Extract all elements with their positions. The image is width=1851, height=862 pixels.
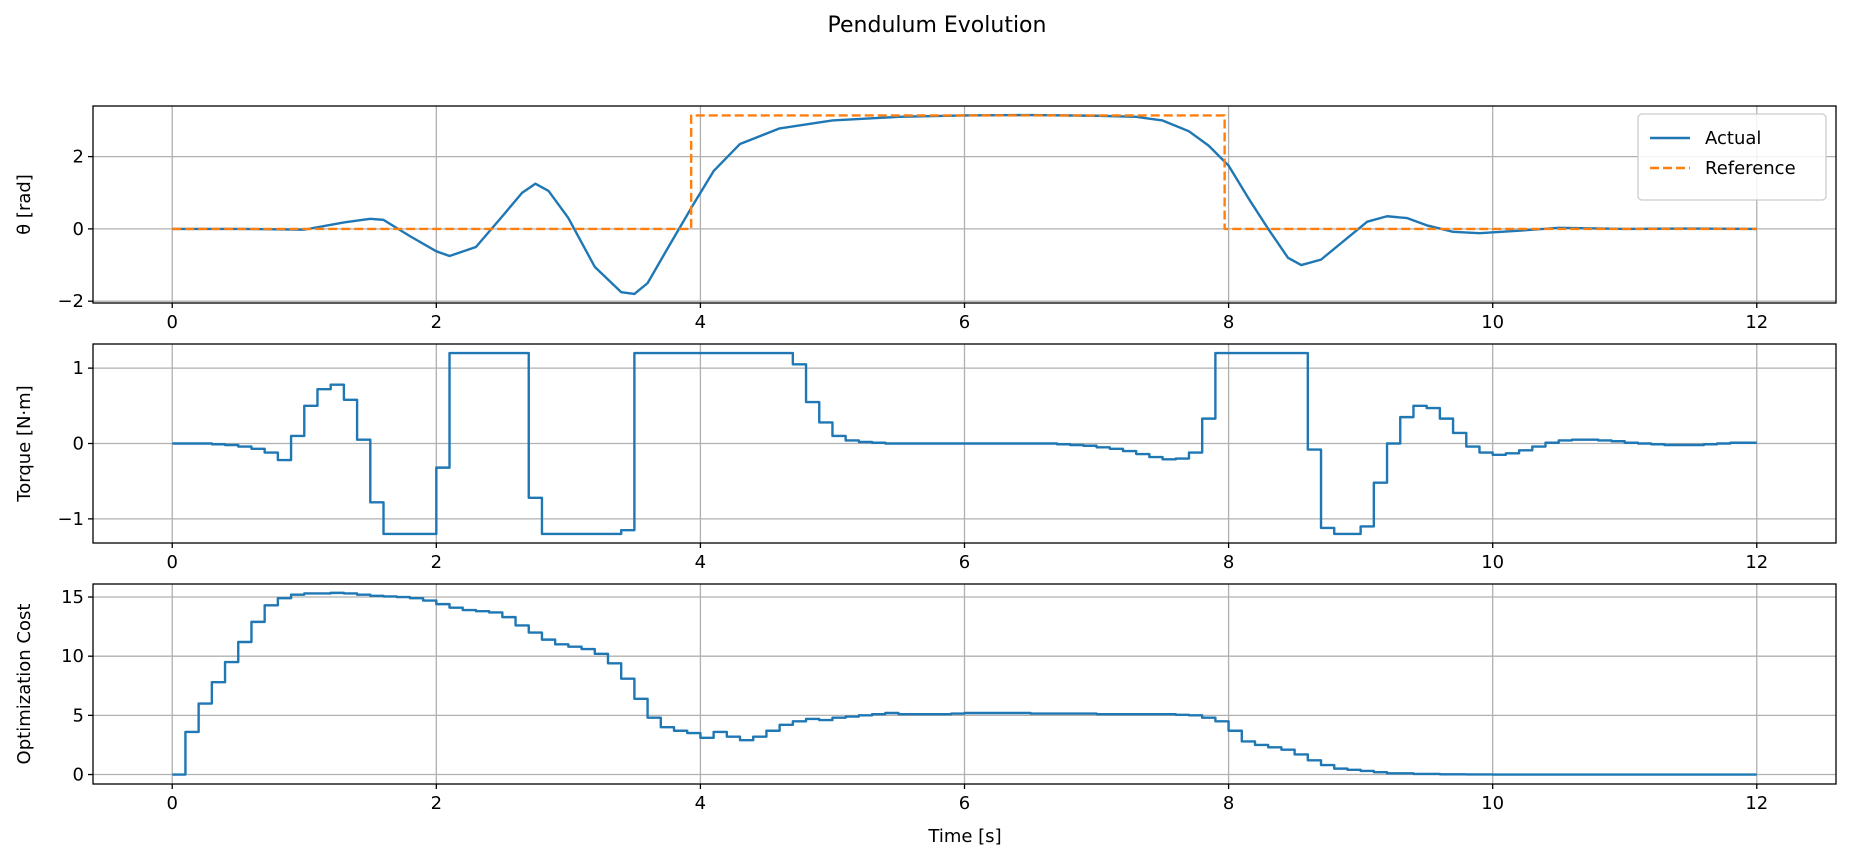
x-tick-label: 6 [959, 552, 970, 573]
x-tick-label: 12 [1745, 312, 1768, 333]
x-tick-label: 12 [1745, 552, 1768, 573]
x-tick-label: 4 [695, 793, 706, 814]
x-tick-label: 6 [959, 312, 970, 333]
x-tick-label: 10 [1481, 793, 1504, 814]
y-tick-label: −2 [57, 291, 84, 312]
x-tick-label: 0 [167, 552, 178, 573]
y-axis-label: θ [rad] [14, 174, 35, 235]
x-tick-label: 4 [695, 552, 706, 573]
y-tick-label: 10 [61, 646, 84, 667]
y-tick-label: 15 [61, 587, 84, 608]
legend-label-reference: Reference [1705, 158, 1796, 179]
figure-title: Pendulum Evolution [828, 13, 1047, 38]
x-tick-label: 0 [167, 793, 178, 814]
x-tick-label: 0 [167, 312, 178, 333]
legend: Actual Reference [1637, 113, 1827, 201]
series-line-reference [172, 114, 1757, 231]
y-axis-label: Optimization Cost [14, 604, 35, 765]
series-line-actual [172, 113, 1757, 296]
x-tick-label: 8 [1223, 793, 1234, 814]
y-tick-label: 1 [73, 358, 84, 379]
x-tick-label: 4 [695, 312, 706, 333]
y-tick-label: 0 [73, 765, 84, 786]
x-tick-label: 10 [1481, 312, 1504, 333]
cost-panel: 0 2 4 6 8 10 12 0 5 10 15 Optimization Cost Time [s] [14, 583, 1837, 847]
legend-box [1637, 113, 1827, 201]
x-tick-label: 12 [1745, 793, 1768, 814]
x-tick-label: 8 [1223, 552, 1234, 573]
y-tick-label: 0 [73, 434, 84, 455]
y-tick-label: 0 [73, 219, 84, 240]
y-tick-label: −1 [57, 509, 84, 530]
y-tick-label: 5 [73, 705, 84, 726]
y-axis-label: Torque [N·m] [14, 385, 35, 502]
x-tick-label: 2 [431, 793, 442, 814]
x-axis-label: Time [s] [927, 826, 1001, 847]
series-line [172, 351, 1757, 536]
x-tick-label: 6 [959, 793, 970, 814]
x-tick-label: 2 [431, 312, 442, 333]
legend-label-actual: Actual [1705, 128, 1761, 149]
theta-panel: 0 2 4 6 8 10 12 −2 0 2 θ [rad] Actual Reference [14, 105, 1837, 333]
x-tick-label: 2 [431, 552, 442, 573]
y-tick-label: 2 [73, 147, 84, 168]
x-tick-label: 10 [1481, 552, 1504, 573]
torque-panel: 0 2 4 6 8 10 12 −1 0 1 Torque [N·m] [14, 343, 1837, 573]
series-line [172, 591, 1757, 776]
x-tick-label: 8 [1223, 312, 1234, 333]
